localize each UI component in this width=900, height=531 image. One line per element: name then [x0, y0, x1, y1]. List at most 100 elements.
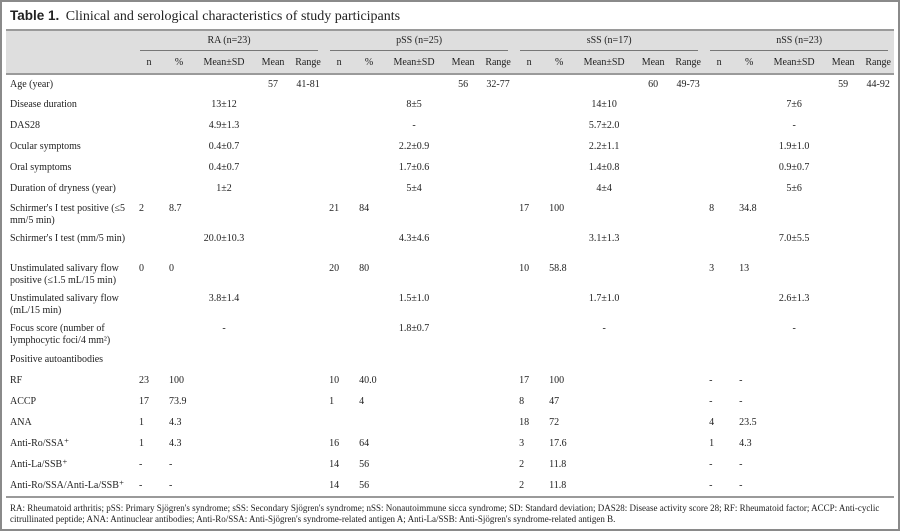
- table-cell: 57: [268, 79, 278, 90]
- table-cell: -: [739, 459, 743, 470]
- column-header: Mean: [451, 57, 475, 68]
- table-cell: [444, 371, 482, 392]
- table-cell: [292, 179, 324, 200]
- table-cell: [254, 116, 292, 137]
- table-cell: -: [222, 323, 226, 334]
- table-cell: 14±10: [591, 99, 617, 110]
- table-cell: [764, 476, 825, 498]
- table-row: Anti-Ro/SSA⁺ 1 4.3 16 64 3 17.6 1 4.3: [6, 434, 894, 455]
- table-cell: 8.7: [169, 203, 182, 214]
- table-cell: [134, 290, 164, 320]
- group-header-label: nSS (n=23): [710, 32, 889, 51]
- table-cell: [194, 74, 254, 95]
- table-cell: [384, 392, 444, 413]
- table-cell: 3.8±1.4: [208, 293, 240, 304]
- table-row: Focus score (number of lymphocytic foci/…: [6, 320, 894, 350]
- table-cell: [324, 320, 354, 350]
- table-cell: [254, 200, 292, 230]
- table-cell: [704, 74, 734, 95]
- table-cell: 17.6: [549, 438, 567, 449]
- table-cell: 14: [324, 476, 355, 498]
- group-header: RA (n=23): [134, 30, 324, 52]
- table-cell: [672, 455, 704, 476]
- table-cell: 1: [139, 438, 144, 449]
- table-cell: 44-92: [866, 79, 890, 90]
- table-cell: [482, 476, 515, 498]
- table-cell: [544, 350, 574, 371]
- table-cell: [194, 434, 254, 455]
- table-title: Table 1. Clinical and serological charac…: [10, 8, 894, 25]
- table-cell: [514, 137, 544, 158]
- table-cell: [634, 290, 672, 320]
- table-cell: [482, 320, 514, 350]
- table-row: ACCP 17 73.9 1 4 8 47 - -: [6, 392, 894, 413]
- table-cell: [764, 434, 824, 455]
- table-cell: [634, 392, 672, 413]
- table-cell: [482, 392, 514, 413]
- column-header: n: [336, 57, 342, 68]
- table-cell: [292, 116, 324, 137]
- table-cell: [862, 320, 894, 350]
- row-label: Unstimulated salivary flow (mL/15 min): [10, 293, 119, 316]
- table-cell: [444, 476, 483, 498]
- table-cell: 40.0: [359, 375, 377, 386]
- table-cell: [292, 413, 324, 434]
- table-cell: [764, 350, 824, 371]
- column-header: Mean±SD: [773, 57, 815, 68]
- table-cell: 23.5: [739, 417, 757, 428]
- table-cell: 4.3±4.6: [398, 233, 430, 244]
- table-cell: 4.9±1.3: [208, 120, 240, 131]
- table-cell: 5.7±2.0: [588, 120, 620, 131]
- table-cell: [672, 116, 704, 137]
- table-cell: [824, 320, 862, 350]
- table-cell: [862, 260, 894, 290]
- table-row: RF 23 100 10 40.0 17 100 - -: [6, 371, 894, 392]
- table-cell: 1.7±1.0: [588, 293, 620, 304]
- table-cell: 2: [519, 459, 525, 470]
- table-row: Duration of dryness (year) 1±2 5±4 4±4 5±6: [6, 179, 894, 200]
- table-row: Unstimulated salivary flow positive (≤1.…: [6, 260, 894, 290]
- table-cell: [704, 158, 734, 179]
- table-cell: [134, 350, 164, 371]
- table-cell: [704, 116, 734, 137]
- table-cell: [482, 350, 514, 371]
- table-cell: [574, 350, 634, 371]
- table-cell: 0.9±0.7: [778, 162, 810, 173]
- table-cell: 11.8: [549, 459, 567, 470]
- table-cell: [734, 137, 764, 158]
- column-header: Range: [295, 57, 321, 68]
- table-cell: [254, 350, 292, 371]
- table-cell: 7±6: [786, 99, 802, 110]
- table-cell: [482, 137, 514, 158]
- table-cell: [824, 455, 862, 476]
- column-header: Range: [485, 57, 511, 68]
- table-cell: -: [412, 120, 416, 131]
- table-cell: [324, 158, 354, 179]
- column-header: Mean: [831, 57, 855, 68]
- table-cell: 100: [169, 375, 184, 386]
- table-cell: [634, 455, 672, 476]
- table-cell: 0.4±0.7: [208, 162, 240, 173]
- column-header: %: [554, 57, 564, 68]
- table-cell: [824, 371, 862, 392]
- table-cell: [164, 350, 194, 371]
- table-cell: [384, 260, 444, 290]
- table-cell: [862, 371, 894, 392]
- table-cell: -: [792, 323, 796, 334]
- table-cell: 3.1±1.3: [588, 233, 620, 244]
- row-label: Duration of dryness (year): [10, 183, 116, 194]
- table-cell: [514, 290, 544, 320]
- table-cell: [384, 74, 444, 95]
- table-cell: [704, 179, 734, 200]
- table-cell: 8: [709, 203, 715, 214]
- table-cell: 2: [514, 476, 545, 498]
- table-cell: [672, 350, 704, 371]
- table-cell: [862, 200, 894, 230]
- table-cell: 4.3: [739, 438, 752, 449]
- table-cell: 8: [519, 396, 525, 407]
- table-cell: [672, 200, 704, 230]
- table-cell: [324, 116, 354, 137]
- table-cell: [862, 179, 894, 200]
- row-label-header: [6, 30, 134, 74]
- table-cell: [134, 137, 164, 158]
